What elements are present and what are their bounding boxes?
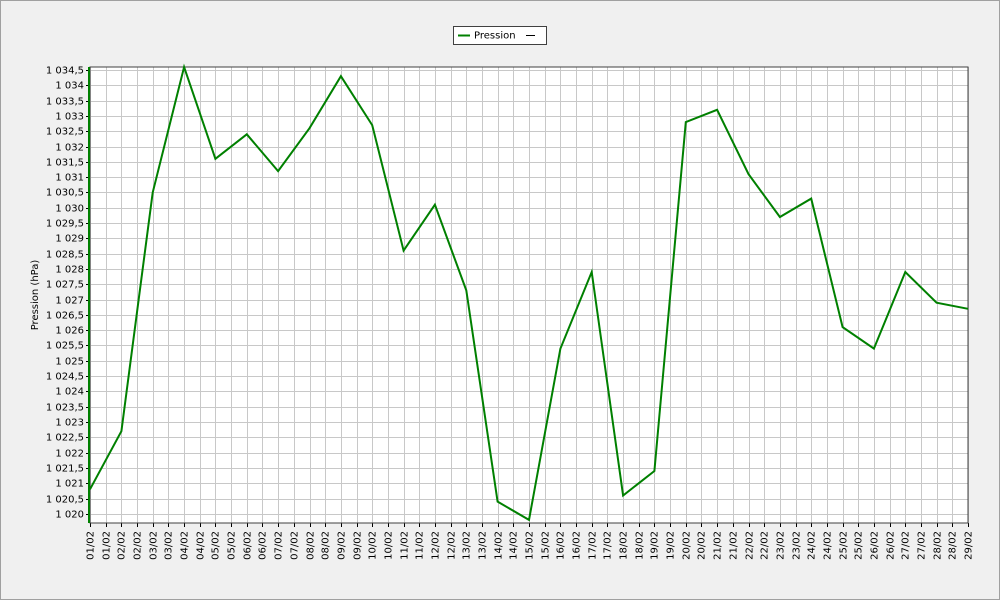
x-tick-label: 11/02 bbox=[415, 531, 426, 560]
y-tick-label: 1 028,5 bbox=[46, 250, 84, 261]
x-tick-label: 03/02 bbox=[149, 531, 160, 560]
x-tick-label: 15/02 bbox=[541, 531, 552, 560]
x-tick-label: 04/02 bbox=[196, 531, 207, 560]
x-tick-label: 02/02 bbox=[117, 531, 128, 560]
y-tick-label: 1 028 bbox=[55, 265, 84, 276]
y-tick-label: 1 024,5 bbox=[46, 372, 84, 383]
x-tick-label: 12/02 bbox=[431, 531, 442, 560]
x-tick-label: 09/02 bbox=[353, 531, 364, 560]
x-tick-label: 24/02 bbox=[807, 531, 818, 560]
y-tick-label: 1 025 bbox=[55, 357, 84, 368]
y-tick-label: 1 024 bbox=[55, 387, 84, 398]
x-tick-label: 28/02 bbox=[948, 531, 959, 560]
y-tick-label: 1 033,5 bbox=[46, 97, 84, 108]
y-tick-label: 1 022 bbox=[55, 449, 84, 460]
y-tick-label: 1 029,5 bbox=[46, 219, 84, 230]
x-tick-label: 07/02 bbox=[274, 531, 285, 560]
y-tick-label: 1 023,5 bbox=[46, 403, 84, 414]
x-tick-label: 17/02 bbox=[603, 531, 614, 560]
x-tick-label: 06/02 bbox=[243, 531, 254, 560]
y-tick-label: 1 023 bbox=[55, 418, 84, 429]
x-tick-label: 06/02 bbox=[258, 531, 269, 560]
x-tick-label: 20/02 bbox=[697, 531, 708, 560]
legend-label: Pression bbox=[474, 31, 516, 42]
x-tick-label: 20/02 bbox=[682, 531, 693, 560]
x-tick-label: 17/02 bbox=[588, 531, 599, 560]
x-tick-label: 22/02 bbox=[760, 531, 771, 560]
x-tick-label: 11/02 bbox=[400, 531, 411, 560]
x-tick-label: 14/02 bbox=[494, 531, 505, 560]
x-tick-label: 01/02 bbox=[102, 531, 113, 560]
x-tick-label: 27/02 bbox=[901, 531, 912, 560]
x-tick-label: 08/02 bbox=[306, 531, 317, 560]
x-tick-label: 08/02 bbox=[321, 531, 332, 560]
y-tick-label: 1 029 bbox=[55, 234, 84, 245]
x-tick-label: 26/02 bbox=[870, 531, 881, 560]
x-tick-label: 16/02 bbox=[572, 531, 583, 560]
x-tick-label: 01/02 bbox=[86, 531, 97, 560]
x-tick-label: 18/02 bbox=[619, 531, 630, 560]
y-tick-label: 1 031,5 bbox=[46, 158, 84, 169]
x-tick-label: 28/02 bbox=[933, 531, 944, 560]
y-tick-label: 1 022,5 bbox=[46, 433, 84, 444]
x-tick-label: 29/02 bbox=[964, 531, 975, 560]
legend-box bbox=[453, 26, 547, 45]
y-tick-label: 1 033 bbox=[55, 112, 84, 123]
y-tick-label: 1 032 bbox=[55, 143, 84, 154]
x-tick-label: 24/02 bbox=[823, 531, 834, 560]
x-tick-label: 22/02 bbox=[745, 531, 756, 560]
x-tick-label: 26/02 bbox=[886, 531, 897, 560]
x-tick-label: 02/02 bbox=[133, 531, 144, 560]
x-tick-label: 27/02 bbox=[917, 531, 928, 560]
y-tick-label: 1 034 bbox=[55, 81, 84, 92]
x-tick-label: 23/02 bbox=[776, 531, 787, 560]
legend: Pression bbox=[453, 26, 547, 45]
x-tick-label: 19/02 bbox=[650, 531, 661, 560]
x-tick-label: 19/02 bbox=[666, 531, 677, 560]
x-tick-label: 07/02 bbox=[290, 531, 301, 560]
x-tick-label: 12/02 bbox=[447, 531, 458, 560]
x-tick-label: 23/02 bbox=[792, 531, 803, 560]
x-tick-label: 21/02 bbox=[729, 531, 740, 560]
y-tick-label: 1 026,5 bbox=[46, 311, 84, 322]
x-tick-label: 13/02 bbox=[478, 531, 489, 560]
x-tick-label: 10/02 bbox=[384, 531, 395, 560]
series-line bbox=[89, 63, 969, 522]
y-tick-label: 1 027,5 bbox=[46, 280, 84, 291]
x-tick-label: 25/02 bbox=[839, 531, 850, 560]
y-tick-label: 1 030,5 bbox=[46, 188, 84, 199]
y-tick-label: 1 032,5 bbox=[46, 127, 84, 138]
x-tick-label: 16/02 bbox=[556, 531, 567, 560]
y-tick-label: 1 026 bbox=[55, 326, 84, 337]
x-tick-label: 14/02 bbox=[509, 531, 520, 560]
x-tick-label: 18/02 bbox=[635, 531, 646, 560]
x-tick-label: 03/02 bbox=[164, 531, 175, 560]
x-tick-label: 15/02 bbox=[525, 531, 536, 560]
x-tick-label: 05/02 bbox=[211, 531, 222, 560]
x-tick-label: 05/02 bbox=[227, 531, 238, 560]
y-tick-label: 1 020 bbox=[55, 510, 84, 521]
y-tick-label: 1 025,5 bbox=[46, 341, 84, 352]
y-tick-label: 1 020,5 bbox=[46, 495, 84, 506]
y-axis-label: Pression (hPa) bbox=[30, 260, 41, 331]
x-tick-label: 25/02 bbox=[854, 531, 865, 560]
y-tick-label: 1 021 bbox=[55, 479, 84, 490]
x-tick-label: 10/02 bbox=[368, 531, 379, 560]
x-tick-label: 21/02 bbox=[713, 531, 724, 560]
y-tick-label: 1 021,5 bbox=[46, 464, 84, 475]
x-tick-label: 13/02 bbox=[462, 531, 473, 560]
y-tick-label: 1 031 bbox=[55, 173, 84, 184]
x-tick-label: 09/02 bbox=[337, 531, 348, 560]
y-tick-label: 1 030 bbox=[55, 204, 84, 215]
y-tick-label: 1 034,5 bbox=[46, 66, 84, 77]
x-tick-label: 04/02 bbox=[180, 531, 191, 560]
y-tick-label: 1 027 bbox=[55, 296, 84, 307]
